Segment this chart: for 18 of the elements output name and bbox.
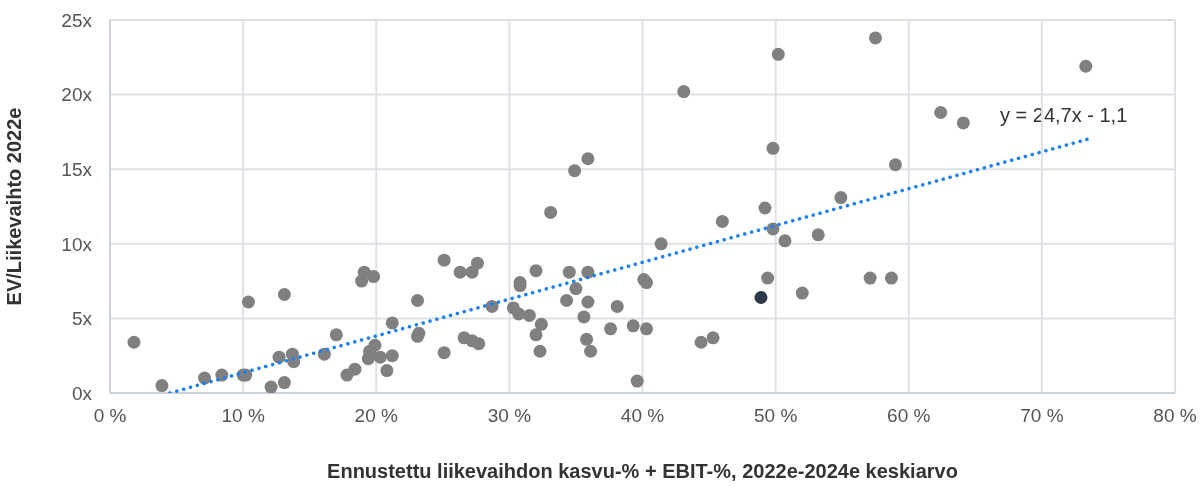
y-tick-label: 15x (61, 158, 93, 180)
x-tick-label: 70 % (1020, 405, 1064, 427)
y-tick-label: 10x (61, 233, 93, 255)
y-tick-label: 0x (71, 382, 93, 404)
y-tick-label: 25x (61, 9, 93, 31)
y-tick-label: 20x (61, 84, 93, 106)
annotation: y = 24,7x - 1,1 (1000, 104, 1128, 127)
x-tick-label: 0 % (93, 405, 127, 427)
y-tick-label: 5x (71, 308, 93, 330)
x-tick-label: 30 % (487, 405, 532, 427)
x-tick-label: 10 % (221, 405, 265, 427)
x-tick-label: 50 % (753, 405, 798, 427)
x-tick-label: 40 % (620, 405, 665, 427)
x-tick-label: 60 % (887, 405, 931, 427)
x-tick-label: 80 % (1153, 405, 1197, 427)
x-axis-title: Ennustettu liikevaihdon kasvu-% + EBIT-%, 2022e-2024e keskiarvo (327, 460, 958, 482)
y-axis-title: EV/Liikevaihto 2022e (3, 107, 26, 306)
x-tick-label: 20 % (354, 405, 399, 427)
